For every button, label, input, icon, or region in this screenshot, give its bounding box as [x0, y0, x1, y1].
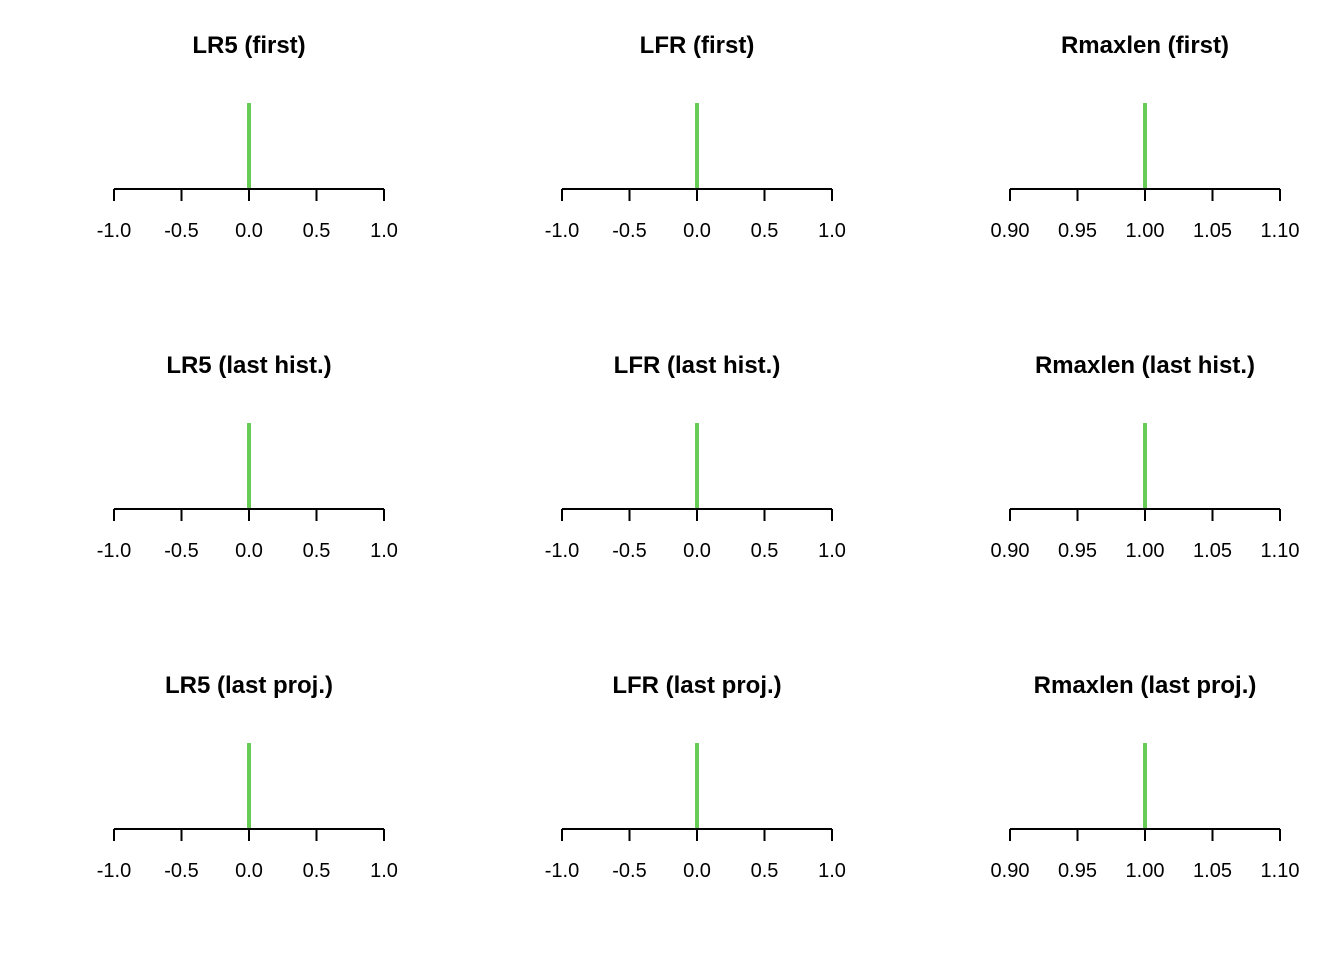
x-tick-label: -1.0	[97, 540, 131, 562]
x-tick-label: -0.5	[164, 540, 198, 562]
x-tick-label: 1.0	[818, 220, 846, 242]
x-tick-label: 1.05	[1193, 860, 1232, 882]
x-tick-label: 0.95	[1058, 540, 1097, 562]
panel-title: Rmaxlen (last proj.)	[1034, 672, 1257, 699]
histogram-panel: LR5 (last proj.) -1.0 -0.5 0.0 0.5 1.0	[97, 672, 398, 882]
x-tick-label: -1.0	[545, 540, 579, 562]
panel-title: LFR (last proj.)	[612, 672, 781, 699]
x-tick-label: 1.05	[1193, 220, 1232, 242]
x-tick-label: 1.00	[1126, 540, 1165, 562]
x-tick-label: 0.95	[1058, 860, 1097, 882]
x-tick-label: 0.5	[303, 540, 331, 562]
x-tick-label: 0.90	[991, 220, 1030, 242]
x-tick-label: 1.00	[1126, 860, 1165, 882]
x-tick-label: -0.5	[612, 860, 646, 882]
x-tick-label: -0.5	[164, 860, 198, 882]
panel-title: LFR (first)	[640, 32, 755, 59]
x-tick-label: 0.5	[751, 540, 779, 562]
histogram-panel: LR5 (first) -1.0 -0.5 0.0 0.5 1.0	[97, 32, 398, 242]
x-tick-label: -1.0	[97, 860, 131, 882]
x-tick-label: 0.5	[303, 220, 331, 242]
x-tick-label: 1.0	[818, 540, 846, 562]
x-tick-label: 0.5	[303, 860, 331, 882]
x-tick-label: 1.05	[1193, 540, 1232, 562]
panel-title: Rmaxlen (last hist.)	[1035, 352, 1255, 379]
x-tick-label: 0.5	[751, 220, 779, 242]
x-tick-label: 0.90	[991, 860, 1030, 882]
x-tick-label: -1.0	[97, 220, 131, 242]
panel-title: LR5 (last proj.)	[165, 672, 333, 699]
histogram-panel: Rmaxlen (first) 0.90 0.95 1.00 1.05 1.10	[991, 32, 1300, 242]
x-tick-label: 1.10	[1261, 220, 1300, 242]
histogram-panel: LR5 (last hist.) -1.0 -0.5 0.0 0.5 1.0	[97, 352, 398, 562]
x-tick-label: 1.10	[1261, 860, 1300, 882]
panel-title: LFR (last hist.)	[614, 352, 781, 379]
histogram-panel: LFR (last hist.) -1.0 -0.5 0.0 0.5 1.0	[545, 352, 846, 562]
x-tick-label: 0.90	[991, 540, 1030, 562]
x-tick-label: 0.95	[1058, 220, 1097, 242]
x-tick-label: 1.0	[370, 860, 398, 882]
x-tick-label: 1.0	[370, 220, 398, 242]
histogram-panel: Rmaxlen (last hist.) 0.90 0.95 1.00 1.05 1.10	[991, 352, 1300, 562]
x-tick-label: -0.5	[612, 220, 646, 242]
x-tick-label: 0.5	[751, 860, 779, 882]
x-tick-label: 1.00	[1126, 220, 1165, 242]
x-tick-label: -1.0	[545, 860, 579, 882]
x-tick-label: -0.5	[164, 220, 198, 242]
histogram-panel: LFR (last proj.) -1.0 -0.5 0.0 0.5 1.0	[545, 672, 846, 882]
panel-title: LR5 (last hist.)	[166, 352, 331, 379]
x-tick-label: 0.0	[235, 860, 263, 882]
histogram-panel: LFR (first) -1.0 -0.5 0.0 0.5 1.0	[545, 32, 846, 242]
panel-title: LR5 (first)	[192, 32, 305, 59]
histogram-panel: Rmaxlen (last proj.) 0.90 0.95 1.00 1.05 1.10	[991, 672, 1300, 882]
x-tick-label: 0.0	[235, 540, 263, 562]
panel-title: Rmaxlen (first)	[1061, 32, 1229, 59]
x-tick-label: 0.0	[683, 540, 711, 562]
x-tick-label: 0.0	[683, 220, 711, 242]
x-tick-label: 1.0	[370, 540, 398, 562]
x-tick-label: 1.0	[818, 860, 846, 882]
x-tick-label: 0.0	[235, 220, 263, 242]
x-tick-label: -0.5	[612, 540, 646, 562]
x-tick-label: 1.10	[1261, 540, 1300, 562]
x-tick-label: -1.0	[545, 220, 579, 242]
x-tick-label: 0.0	[683, 860, 711, 882]
